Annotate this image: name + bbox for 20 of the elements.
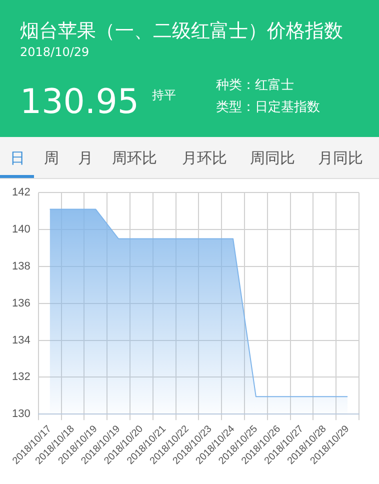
y-tick-label: 136 — [12, 297, 30, 310]
text: 周环比 — [112, 149, 157, 168]
text: 日 — [10, 149, 25, 168]
y-tick-label: 142 — [12, 186, 30, 199]
y-tick-label: 134 — [12, 334, 30, 346]
text: 周 — [44, 149, 59, 168]
text: 类型：日定基指数 — [216, 99, 320, 116]
y-tick-label: 130 — [12, 408, 30, 420]
y-tick-label: 132 — [12, 371, 30, 384]
text: 周同比 — [250, 149, 295, 168]
chart-title: 烟台苹果（一、二级红富士）价格指数 — [20, 19, 343, 44]
text: 种类：红富士 — [216, 77, 294, 94]
text: 月同比 — [318, 149, 363, 168]
y-tick-label: 138 — [12, 260, 30, 272]
text: 130.95 — [20, 81, 139, 124]
text: 月环比 — [182, 149, 227, 168]
y-tick-label: 140 — [12, 224, 30, 236]
chart-subtitle: 2018/10/29 — [20, 45, 90, 59]
text: 持平 — [152, 87, 176, 104]
text: 月 — [78, 149, 93, 168]
